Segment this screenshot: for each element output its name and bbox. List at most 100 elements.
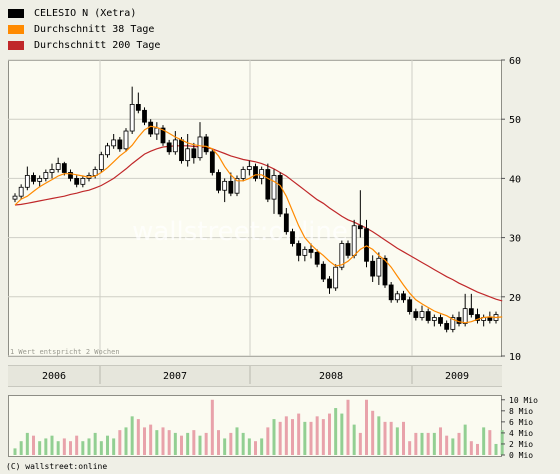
candle <box>148 119 154 137</box>
candle <box>283 208 289 235</box>
candle <box>185 134 191 167</box>
volume-bar <box>266 427 270 455</box>
volume-bar <box>365 399 368 455</box>
volume-bar <box>334 408 338 455</box>
y-axis-volume: 0 Mio 2 Mio 4 Mio 6 Mio 8 Mio 10 Mio <box>501 396 538 460</box>
candle-body <box>197 136 203 159</box>
candle <box>327 276 332 294</box>
x-tick-label: 2008 <box>319 371 343 382</box>
candle <box>487 311 493 324</box>
candle-body <box>475 314 480 321</box>
volume-bar <box>235 427 239 455</box>
candle-body <box>240 169 246 179</box>
volume-bar <box>38 441 42 455</box>
volume-bar <box>210 399 214 455</box>
volume-bar <box>124 427 128 455</box>
candle-body <box>462 308 468 324</box>
candle-body <box>394 293 400 301</box>
volume-bar <box>13 448 17 455</box>
candle-body <box>314 251 320 265</box>
candle-body <box>444 323 450 330</box>
volume-bar <box>130 416 134 455</box>
candle <box>308 243 314 259</box>
candle-body <box>98 154 104 170</box>
candle-body <box>203 136 209 153</box>
volume-bar <box>358 432 362 455</box>
candle-body <box>246 166 252 170</box>
volume-bar <box>408 441 412 455</box>
candle <box>345 240 351 259</box>
candle <box>166 139 172 155</box>
candle <box>123 128 129 152</box>
candle-body <box>74 177 80 185</box>
candle-body <box>216 172 221 191</box>
volume-bar <box>272 419 276 455</box>
candle <box>481 314 487 327</box>
volume-bar <box>75 435 79 455</box>
candle <box>98 151 104 173</box>
vol-y-tick-label: 4 Mio <box>509 429 533 438</box>
volume-bar <box>254 441 257 455</box>
candle <box>216 169 221 194</box>
candle-body <box>123 130 129 150</box>
vol-y-tick-label: 2 Mio <box>509 440 533 449</box>
volume-bar <box>494 443 498 455</box>
volume-bar <box>420 432 424 455</box>
candle-body <box>228 180 234 194</box>
vol-y-tick-label: 0 Mio <box>509 451 533 460</box>
volume-bar <box>149 424 153 455</box>
y-tick-label: 40 <box>509 174 521 185</box>
volume-bar <box>383 421 387 455</box>
candle-body <box>12 195 18 200</box>
candle-body <box>468 308 474 315</box>
candle-body <box>351 225 357 256</box>
legend-item-ma200: Durchschnitt 200 Tage <box>8 37 160 53</box>
legend-item-ma38: Durchschnitt 38 Tage <box>8 21 160 37</box>
candle <box>364 219 369 268</box>
candle-body <box>129 104 135 132</box>
volume-bar <box>284 416 288 455</box>
candle-body <box>333 266 339 289</box>
volume-bar <box>476 443 479 455</box>
x-tick-label: 2007 <box>163 371 187 382</box>
candle <box>320 261 326 282</box>
y-tick-label: 50 <box>509 115 521 126</box>
volume-bar <box>241 432 245 455</box>
ma200-line <box>14 145 503 302</box>
candle <box>407 296 413 315</box>
volume-bar <box>260 438 264 455</box>
candle <box>277 172 283 217</box>
volume-bar <box>377 416 381 455</box>
legend: CELESIO N (Xetra) Durchschnitt 38 Tage D… <box>8 5 160 53</box>
candle <box>222 178 228 203</box>
candle-body <box>142 109 147 123</box>
ma200-layer <box>14 145 503 302</box>
volume-bar <box>118 430 122 455</box>
candle-body <box>364 228 369 262</box>
candle-body <box>18 186 24 197</box>
x-axis: 2006 2007 2008 2009 <box>42 366 469 384</box>
volume-bar <box>223 438 227 455</box>
volume-bar <box>112 438 116 455</box>
candle-body <box>222 180 228 191</box>
candle-body <box>401 293 406 301</box>
volume-bar <box>451 438 455 455</box>
candle-body <box>302 249 308 256</box>
candle-body <box>191 148 197 159</box>
volume-bar <box>99 441 103 455</box>
vol-y-tick-label: 10 Mio <box>509 396 538 405</box>
volume-bar <box>482 427 486 455</box>
candle-body <box>185 148 191 162</box>
volume-bar <box>426 432 430 455</box>
candle-body <box>80 177 86 185</box>
legend-label-ma38: Durchschnitt 38 Tage <box>34 23 155 35</box>
volume-bar <box>192 430 196 455</box>
candle-body <box>135 104 141 111</box>
legend-swatch-ma200 <box>8 40 24 50</box>
y-axis-price: 10 20 30 40 50 60 <box>501 56 521 363</box>
volume-bar <box>198 435 202 455</box>
volume-bar <box>439 427 442 455</box>
candle <box>197 122 203 161</box>
volume-bar <box>247 438 251 455</box>
candle <box>234 175 240 197</box>
